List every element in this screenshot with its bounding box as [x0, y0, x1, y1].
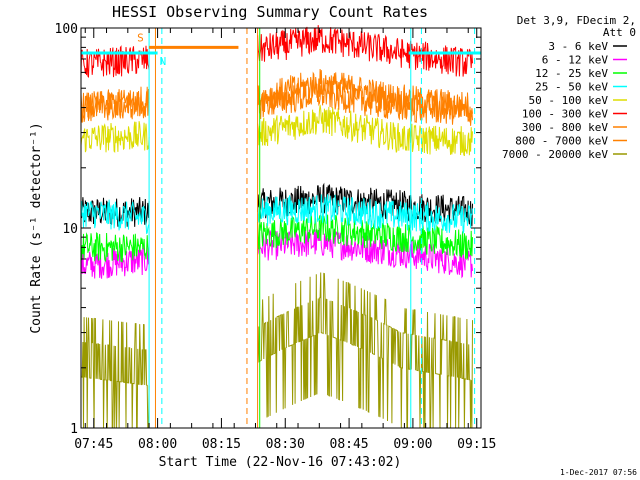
x-tick-label-4: 08:45	[330, 437, 369, 452]
legend-label-4: 50 - 100 keV	[529, 94, 609, 107]
series-trace-5	[80, 25, 473, 78]
x-axis-ticks: 07:45 08:00 08:15 08:30 08:45 09:00 09:15	[74, 28, 496, 452]
legend-label-8: 7000 - 20000 keV	[502, 148, 608, 161]
generation-timestamp: 1-Dec-2017 07:56	[560, 468, 637, 477]
legend-label-6: 300 - 800 keV	[522, 121, 608, 134]
x-tick-label-3: 08:30	[266, 437, 305, 452]
series-trace-4	[80, 104, 473, 157]
y-axis-label: Count Rate (s⁻¹ detector⁻¹)	[29, 122, 44, 333]
legend-label-0: 3 - 6 keV	[548, 40, 608, 53]
chart-title: HESSI Observing Summary Count Rates	[112, 3, 428, 21]
series-trace-3	[80, 194, 473, 235]
y-axis-ticks: 1 10 100	[55, 22, 481, 437]
series-trace-2	[80, 214, 473, 263]
y-tick-label-2: 100	[55, 22, 78, 37]
series-trace-8	[80, 272, 473, 429]
legend-label-7: 800 - 7000 keV	[515, 135, 608, 148]
legend-label-2: 12 - 25 keV	[535, 67, 608, 80]
legend-label-5: 100 - 300 keV	[522, 108, 608, 121]
state-label-1: N	[160, 55, 167, 68]
series-traces	[80, 25, 473, 429]
y-tick-label-0: 1	[70, 422, 78, 437]
x-tick-label-2: 08:15	[202, 437, 241, 452]
legend-label-1: 6 - 12 keV	[542, 54, 609, 67]
state-lines: SN	[81, 31, 481, 68]
x-tick-label-6: 09:15	[457, 437, 496, 452]
x-tick-label-5: 09:00	[393, 437, 432, 452]
x-tick-label-0: 07:45	[74, 437, 113, 452]
y-tick-label-1: 10	[62, 222, 78, 237]
legend-header-line-1: Det 3,9, FDecim 2,	[517, 14, 636, 27]
legend-header-line-2: Att 0	[603, 26, 636, 39]
legend-label-3: 25 - 50 keV	[535, 81, 608, 94]
x-tick-label-1: 08:00	[138, 437, 177, 452]
x-axis-label: Start Time (22-Nov-16 07:43:02)	[159, 455, 402, 470]
state-label-0: S	[137, 31, 144, 44]
series-trace-1	[80, 227, 473, 279]
series-trace-7	[80, 79, 473, 126]
